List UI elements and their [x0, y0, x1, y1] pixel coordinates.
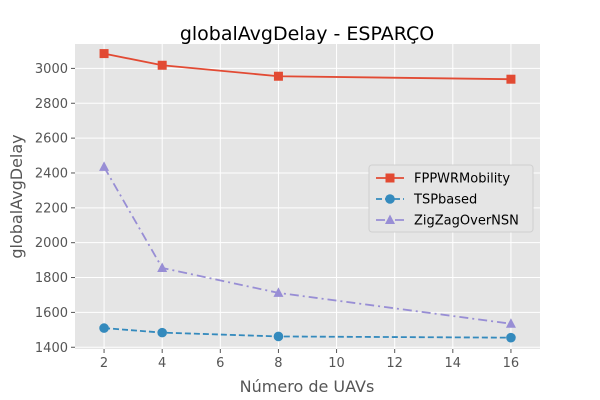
y-axis-label: globalAvgDelay — [7, 134, 26, 258]
y-tick-label: 2000 — [35, 236, 68, 251]
y-tick-label: 2600 — [35, 132, 68, 147]
data-point — [157, 327, 167, 338]
series-line — [103, 166, 512, 325]
series-tspbased — [99, 323, 516, 343]
legend-item: TSPbased — [376, 193, 477, 208]
data-point — [99, 161, 110, 171]
y-tick-label: 1400 — [35, 341, 68, 356]
data-point — [505, 318, 516, 328]
x-tick-label: 10 — [328, 356, 345, 371]
y-tick-label: 1600 — [35, 306, 68, 321]
x-axis-label: Número de UAVs — [240, 377, 375, 396]
legend: FPPWRMobility TSPbased ZigZagOverNSN — [368, 164, 534, 233]
y-tick-label: 1800 — [35, 271, 68, 286]
series-line — [103, 52, 511, 81]
series-line — [103, 327, 511, 339]
data-point — [273, 71, 283, 81]
chart-title: globalAvgDelay - ESPARÇO — [180, 23, 434, 45]
x-tick-label: 2 — [100, 356, 108, 371]
legend-swatch-marker — [385, 173, 395, 183]
legend-swatch-marker — [385, 214, 395, 224]
y-tick-label: 2200 — [35, 201, 68, 216]
x-tick-label: 6 — [216, 356, 224, 371]
legend-swatch-marker — [385, 194, 395, 204]
data-point — [99, 323, 109, 333]
x-tick-label: 4 — [158, 356, 166, 371]
data-point — [157, 262, 168, 272]
x-axis: 2 4 6 8 10 12 14 16 — [100, 349, 519, 371]
series-fppwrmobility — [99, 49, 516, 84]
legend-item: FPPWRMobility — [376, 172, 510, 187]
x-tick-label: 12 — [386, 356, 403, 371]
legend-item: ZigZagOverNSN — [376, 214, 519, 229]
series-zigzagovernsn — [99, 161, 516, 328]
y-axis: 1400 1600 1800 2000 2200 2400 2600 2800 3000 — [35, 62, 75, 356]
x-tick-label: 14 — [445, 356, 462, 371]
x-tick-label: 8 — [274, 356, 282, 371]
legend-label: TSPbased — [413, 193, 477, 208]
data-point — [506, 74, 516, 84]
data-point — [157, 60, 167, 70]
grid-lines — [75, 44, 540, 349]
data-point — [273, 287, 284, 297]
legend-label: FPPWRMobility — [414, 172, 510, 187]
y-tick-label: 3000 — [35, 62, 68, 77]
data-point — [273, 331, 284, 342]
y-tick-label: 2400 — [35, 166, 68, 181]
data-point — [99, 49, 109, 59]
y-tick-label: 2800 — [35, 97, 68, 112]
data-point — [506, 332, 516, 343]
legend-label: ZigZagOverNSN — [414, 214, 519, 229]
x-tick-label: 16 — [503, 356, 520, 371]
series-layer — [99, 49, 516, 343]
legend-box — [368, 164, 534, 233]
